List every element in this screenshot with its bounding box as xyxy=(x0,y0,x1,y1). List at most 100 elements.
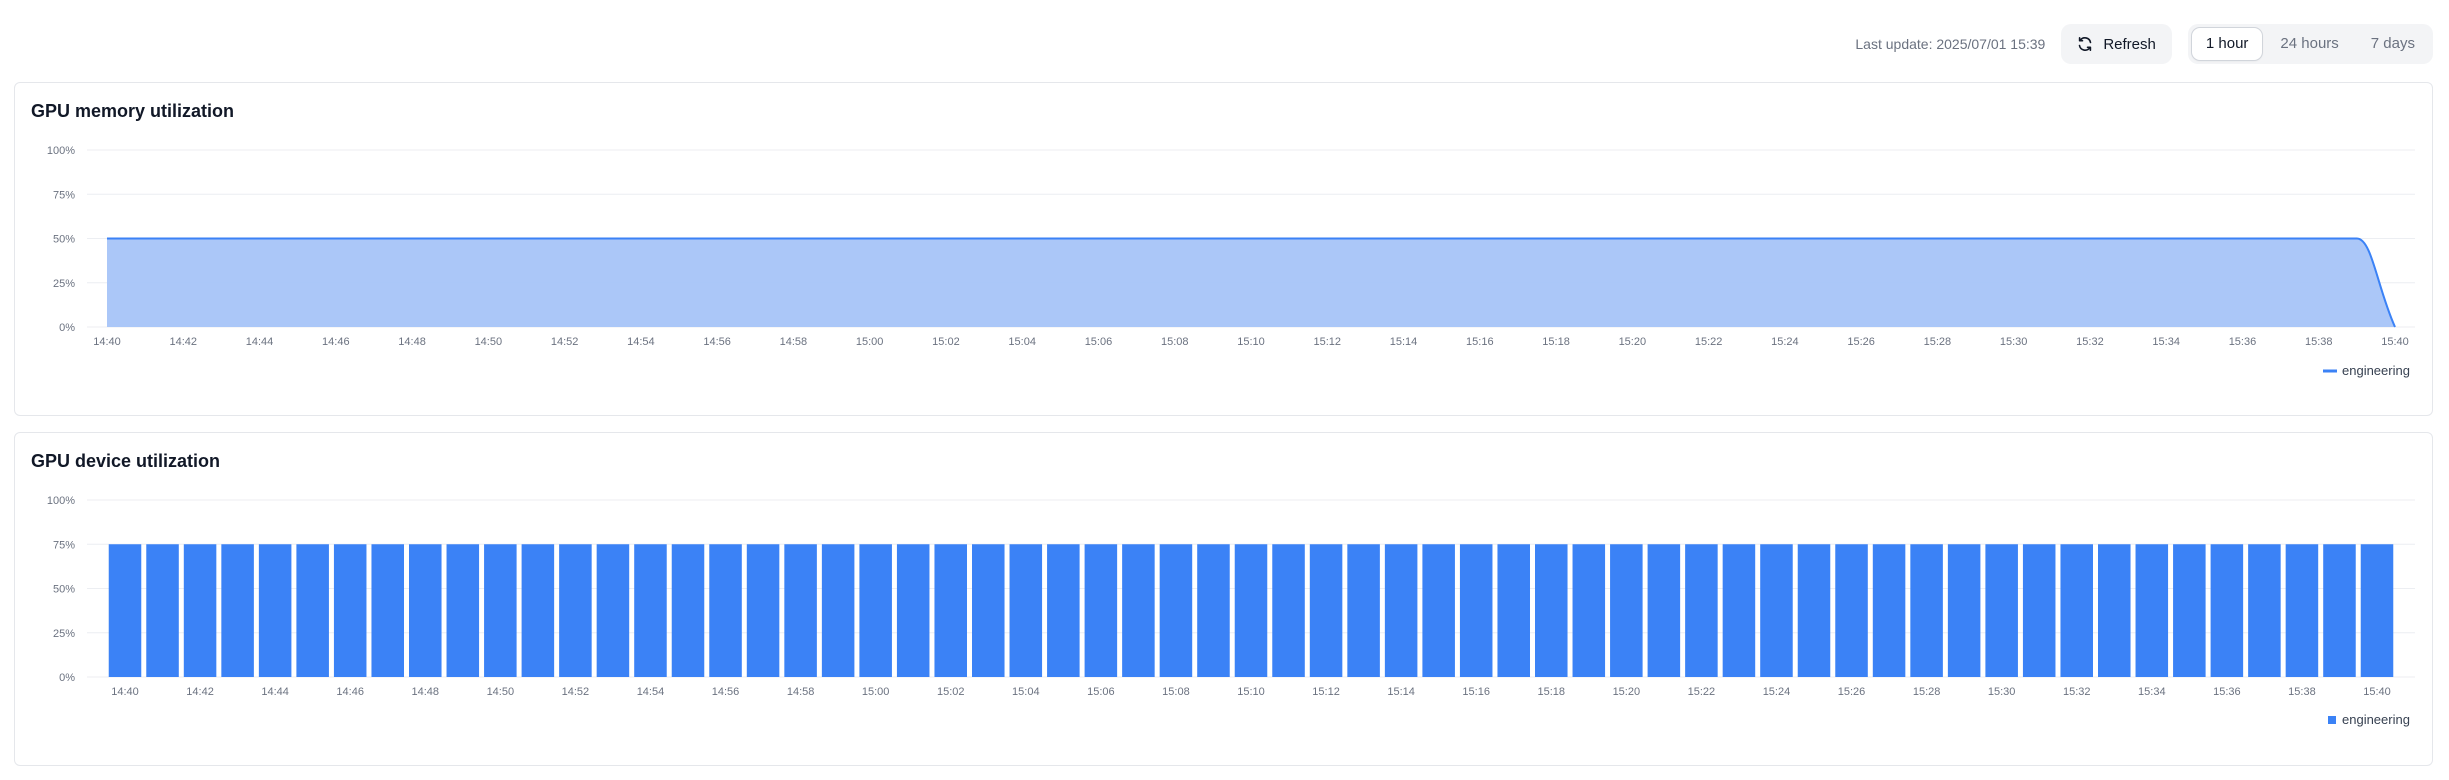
x-tick-label: 14:50 xyxy=(475,336,503,348)
x-tick-label: 15:04 xyxy=(1012,686,1040,698)
bar xyxy=(2248,544,2281,677)
y-tick-label: 50% xyxy=(53,584,75,596)
bar xyxy=(784,544,817,677)
x-tick-label: 15:16 xyxy=(1462,686,1490,698)
x-tick-label: 14:48 xyxy=(398,336,426,348)
x-tick-label: 15:36 xyxy=(2229,336,2257,348)
bar xyxy=(1234,544,1268,677)
bar xyxy=(1685,544,1718,677)
bar xyxy=(1760,544,1793,677)
bar xyxy=(1910,544,1943,677)
y-tick-label: 100% xyxy=(47,145,75,157)
bar xyxy=(446,544,480,677)
bar xyxy=(1009,544,1043,677)
x-tick-label: 15:18 xyxy=(1538,686,1566,698)
x-tick-label: 15:02 xyxy=(932,336,960,348)
x-tick-label: 15:28 xyxy=(1913,686,1941,698)
gpu-device-title: GPU device utilization xyxy=(31,451,221,471)
x-tick-label: 15:12 xyxy=(1314,336,1342,348)
gpu-device-card: 100% 75% 50% 25% 0% 14:40 14:42 14:44 14:46 14:48… xyxy=(14,432,2433,766)
refresh-label: Refresh xyxy=(2103,35,2156,53)
bar xyxy=(709,544,742,677)
x-tick-label: 15:16 xyxy=(1466,336,1494,348)
bar xyxy=(1610,544,1643,677)
bar xyxy=(1347,544,1380,677)
x-tick-label: 14:46 xyxy=(336,686,364,698)
x-tick-label: 14:58 xyxy=(780,336,808,348)
bar xyxy=(258,544,292,677)
bar xyxy=(859,544,892,677)
refresh-icon xyxy=(2079,37,2092,51)
bar xyxy=(1722,544,1756,677)
range-1-hour[interactable]: 1 hour xyxy=(2191,28,2263,60)
x-tick-label: 15:14 xyxy=(1390,336,1418,348)
x-tick-label: 14:40 xyxy=(93,336,121,348)
x-tick-label: 14:58 xyxy=(787,686,815,698)
bar xyxy=(521,544,555,677)
bar xyxy=(596,544,630,677)
x-tick-label: 15:28 xyxy=(1924,336,1952,348)
x-tick-label: 15:20 xyxy=(1619,336,1647,348)
time-range-selector: 1 hour 24 hours 7 days xyxy=(2187,24,2433,64)
y-tick-label: 0% xyxy=(59,672,75,684)
x-tick-label: 15:26 xyxy=(1838,686,1866,698)
x-tick-label: 14:54 xyxy=(627,336,655,348)
x-tick-label: 14:42 xyxy=(170,336,198,348)
x-tick-label: 14:42 xyxy=(186,686,214,698)
x-tick-label: 15:08 xyxy=(1161,336,1189,348)
bar xyxy=(1872,544,1906,677)
bar xyxy=(484,544,517,677)
y-tick-label: 100% xyxy=(47,495,75,507)
x-tick-label: 15:32 xyxy=(2063,686,2091,698)
x-tick-label: 14:40 xyxy=(111,686,139,698)
range-7-days[interactable]: 7 days xyxy=(2370,35,2415,52)
x-tick-label: 15:20 xyxy=(1613,686,1641,698)
x-tick-label: 14:54 xyxy=(637,686,665,698)
bar xyxy=(559,544,592,677)
bar xyxy=(1047,544,1080,677)
x-tick-label: 15:12 xyxy=(1312,686,1340,698)
range-24-hours[interactable]: 24 hours xyxy=(2280,35,2339,52)
x-tick-label: 15:34 xyxy=(2152,336,2180,348)
x-tick-label: 14:50 xyxy=(487,686,515,698)
bar xyxy=(1985,544,2018,677)
x-tick-label: 15:10 xyxy=(1237,686,1265,698)
legend-label-engineering: engineering xyxy=(2342,712,2410,727)
x-tick-label: 15:14 xyxy=(1387,686,1415,698)
series-line-engineering xyxy=(107,237,2396,328)
x-tick-label: 15:06 xyxy=(1085,336,1113,348)
refresh-button[interactable]: Refresh xyxy=(2061,24,2172,64)
bar xyxy=(1422,544,1455,677)
x-tick-label: 15:34 xyxy=(2138,686,2166,698)
x-tick-label: 14:52 xyxy=(551,336,579,348)
x-tick-label: 14:44 xyxy=(261,686,289,698)
x-tick-label: 15:22 xyxy=(1695,336,1723,348)
series-area-engineering xyxy=(107,238,2395,327)
x-tick-label: 15:36 xyxy=(2213,686,2241,698)
x-tick-label: 15:02 xyxy=(937,686,965,698)
bar xyxy=(333,544,367,677)
bar xyxy=(2323,544,2356,677)
y-tick-label: 25% xyxy=(53,628,75,640)
bar xyxy=(1384,544,1418,677)
x-tick-label: 15:06 xyxy=(1087,686,1115,698)
bar xyxy=(972,544,1005,677)
x-tick-label: 15:00 xyxy=(862,686,890,698)
bar xyxy=(634,544,667,677)
gpu-memory-title: GPU memory utilization xyxy=(31,101,235,121)
bar xyxy=(2022,544,2056,677)
x-tick-label: 15:40 xyxy=(2381,336,2409,348)
x-tick-label: 15:30 xyxy=(1988,686,2016,698)
bar xyxy=(896,544,930,677)
x-tick-label: 15:40 xyxy=(2363,686,2391,698)
bar xyxy=(2098,544,2131,677)
bar xyxy=(2060,544,2093,677)
bar xyxy=(146,544,179,677)
x-tick-label: 15:24 xyxy=(1763,686,1791,698)
bar xyxy=(409,544,442,677)
gpu-memory-card: 100% 75% 50% 25% 0% 14:40 14:42 14:44 14:46 14:48… xyxy=(14,82,2433,416)
bar xyxy=(1572,544,1606,677)
x-tick-label: 14:56 xyxy=(703,336,731,348)
bar xyxy=(371,544,404,677)
x-tick-label: 15:38 xyxy=(2288,686,2316,698)
